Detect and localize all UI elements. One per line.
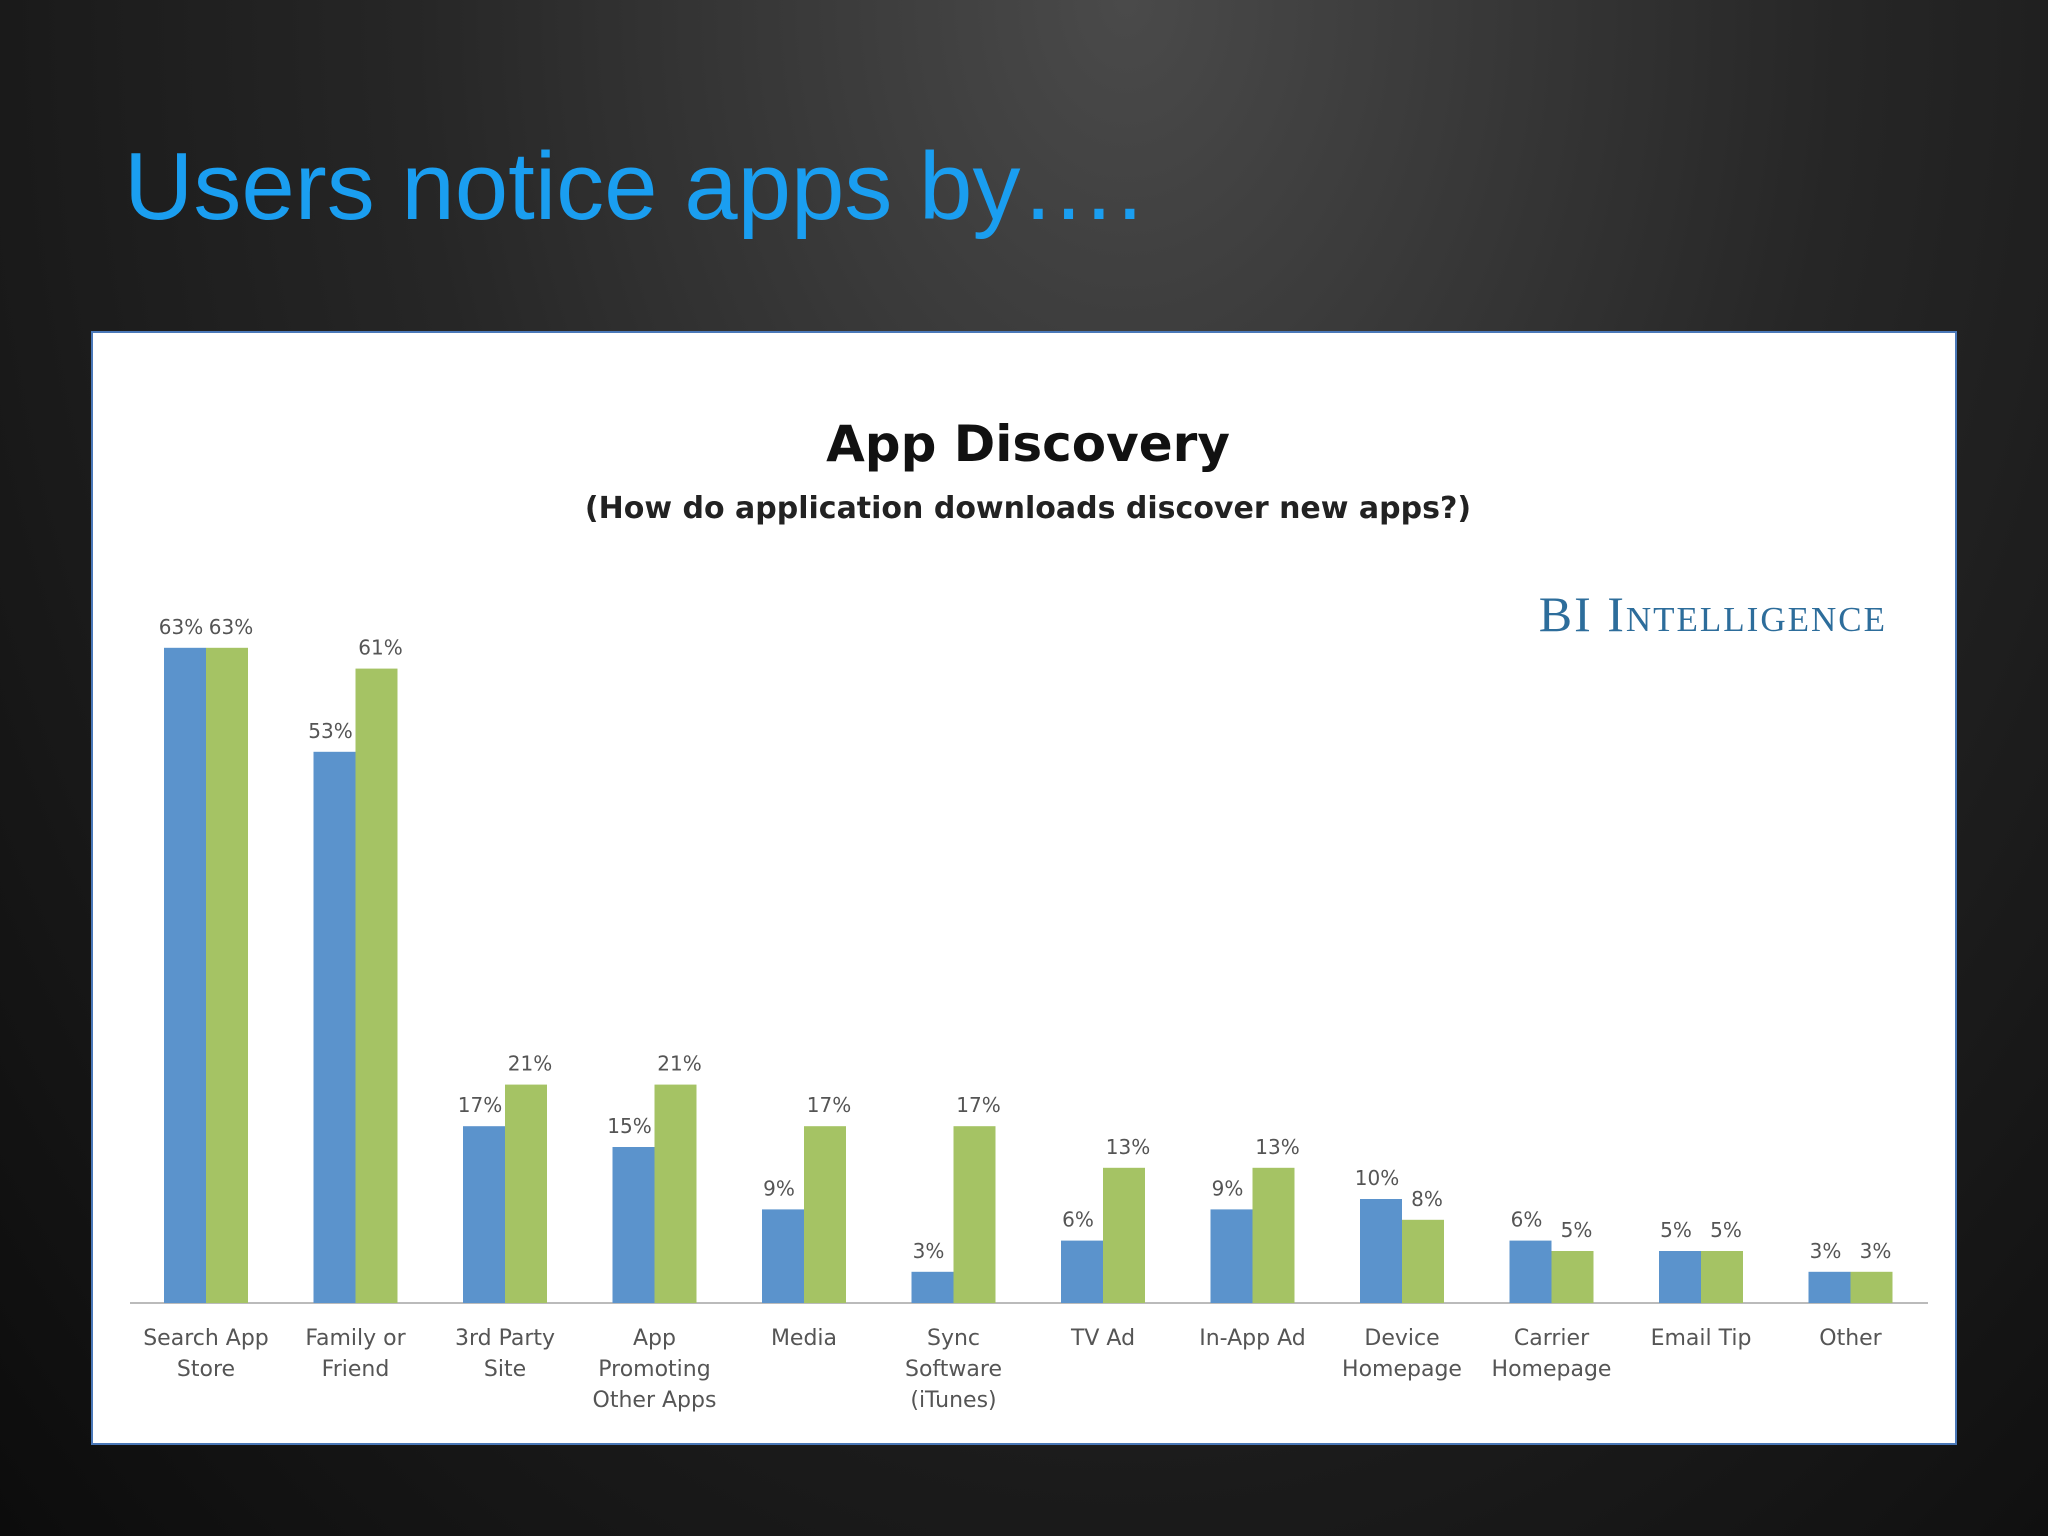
bar: [505, 1084, 547, 1303]
bar: [313, 751, 356, 1303]
x-tick-label: TV Ad: [1070, 1326, 1136, 1351]
bar: [355, 668, 398, 1303]
bar: [1360, 1199, 1402, 1303]
value-label: 8%: [1411, 1187, 1443, 1211]
value-label: 13%: [1255, 1135, 1299, 1159]
bar: [953, 1126, 996, 1303]
bar: [1701, 1251, 1743, 1303]
value-label: 61%: [358, 636, 402, 660]
value-label: 15%: [607, 1114, 651, 1138]
x-tick-label: In-App Ad: [1199, 1326, 1306, 1351]
x-tick-label: Email Tip: [1650, 1326, 1752, 1351]
bar: [911, 1271, 954, 1303]
chart-title: App Discovery: [826, 415, 1230, 473]
value-label: 13%: [1106, 1135, 1150, 1159]
x-tick-label: Other: [1819, 1326, 1882, 1351]
bar: [1659, 1251, 1701, 1303]
value-label: 63%: [159, 615, 203, 639]
chart: App Discovery (How do application downlo…: [130, 415, 1928, 1304]
value-label: 17%: [807, 1093, 851, 1117]
x-tick-label: Sync Software (iTunes): [905, 1326, 1002, 1413]
value-label: 21%: [657, 1052, 701, 1076]
bar: [1252, 1167, 1295, 1303]
x-tick-label: 3rd Party Site: [454, 1326, 556, 1382]
value-label: 3%: [1810, 1239, 1842, 1263]
bar: [1551, 1251, 1594, 1303]
value-label: 63%: [209, 615, 253, 639]
chart-subtitle: (How do application downloads discover n…: [585, 491, 1471, 526]
bar: [164, 647, 206, 1303]
bar: [206, 647, 248, 1303]
bar: [1850, 1271, 1893, 1303]
bar: [1061, 1240, 1103, 1303]
watermark: BI Intelligence: [1539, 586, 1887, 642]
bar: [612, 1147, 655, 1303]
bar: [463, 1126, 505, 1303]
x-tick-label: Family or Friend: [305, 1326, 406, 1382]
chart-panel: App Discovery (How do application downlo…: [91, 331, 1957, 1445]
x-tick-label: Search App Store: [143, 1326, 269, 1382]
value-label: 5%: [1710, 1218, 1742, 1242]
slide-title: Users notice apps by….: [124, 133, 1144, 240]
value-label: 6%: [1062, 1208, 1094, 1232]
value-label: 3%: [913, 1239, 945, 1263]
value-label: 53%: [308, 719, 352, 743]
bar: [1808, 1271, 1851, 1303]
bar: [762, 1209, 804, 1303]
value-label: 5%: [1660, 1218, 1692, 1242]
x-tick-label: Media: [770, 1326, 838, 1351]
value-label: 5%: [1561, 1218, 1593, 1242]
value-label: 6%: [1511, 1208, 1543, 1232]
bar: [1103, 1167, 1145, 1303]
x-tick-label: App Promoting Other Apps: [592, 1326, 717, 1413]
bar: [804, 1126, 846, 1303]
value-label: 10%: [1355, 1166, 1399, 1190]
bar: [1509, 1240, 1552, 1303]
value-label: 17%: [458, 1093, 502, 1117]
bar: [1402, 1219, 1444, 1303]
value-label: 21%: [508, 1052, 552, 1076]
value-label: 17%: [956, 1093, 1000, 1117]
value-label: 9%: [1212, 1176, 1244, 1200]
value-label: 3%: [1860, 1239, 1892, 1263]
bar: [1210, 1209, 1253, 1303]
value-label: 9%: [763, 1176, 795, 1200]
x-tick-label: Carrier Homepage: [1491, 1326, 1612, 1382]
bar: [654, 1084, 697, 1303]
x-tick-label: Device Homepage: [1342, 1326, 1462, 1382]
